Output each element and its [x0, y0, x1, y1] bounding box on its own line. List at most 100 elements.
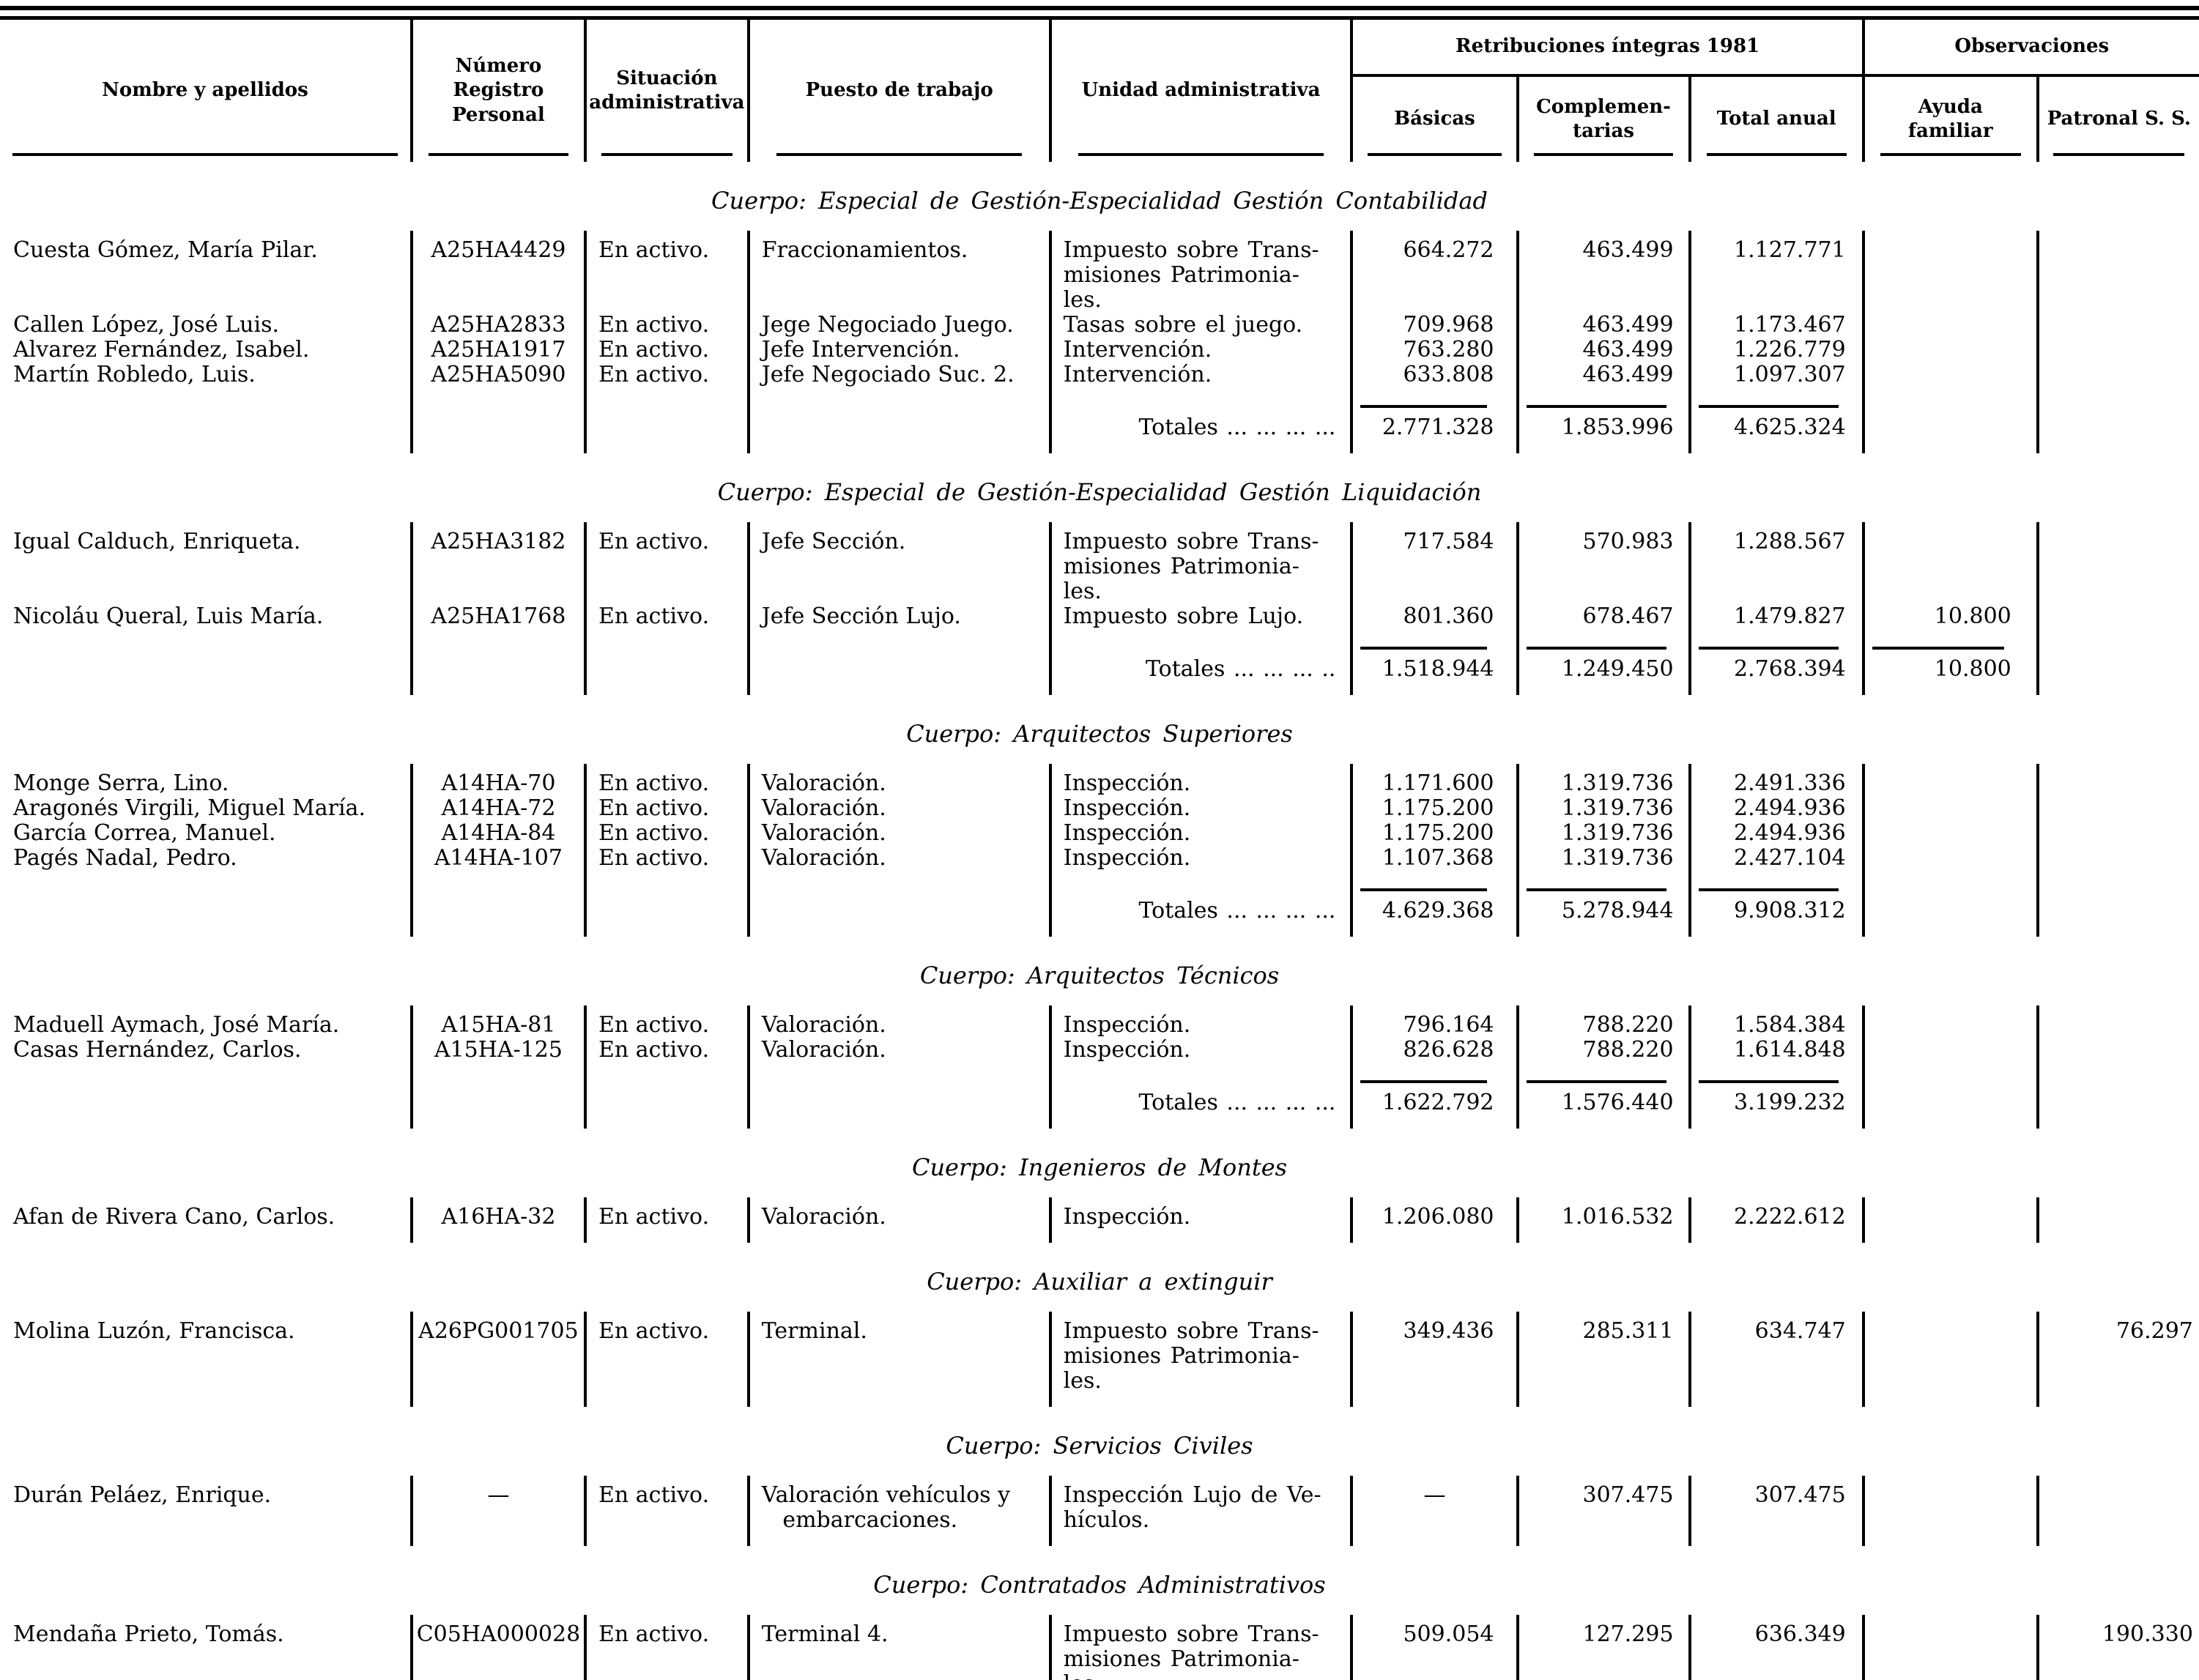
cell-complementarias: 1.249.450 — [1516, 629, 1688, 682]
cell-total-anual — [1688, 1533, 1862, 1546]
cell-basicas: 1.518.944 — [1350, 629, 1516, 682]
cell-puesto: Valoración vehículos y embarcaciones. — [746, 1476, 1049, 1533]
cell-total-anual — [1688, 1230, 1862, 1243]
cell-puesto — [746, 1533, 1049, 1546]
cuerpo-section: Cuerpo: Servicios Civiles Durán Peláez, … — [0, 1432, 2199, 1546]
cell-total-anual — [1688, 1394, 1862, 1407]
cell-basicas — [1350, 1533, 1516, 1546]
section-title: Cuerpo: Especial de Gestión-Especialidad… — [717, 478, 1482, 506]
cell-basicas: 664.272 — [1350, 231, 1516, 313]
cell-total-anual: 1.288.567 — [1688, 522, 1862, 604]
cell-situacion: En activo. — [584, 313, 747, 338]
cell-nombre: Nicoláu Queral, Luis María. — [13, 603, 324, 629]
cell-basicas — [1350, 440, 1516, 453]
cell-complementarias: 1.016.532 — [1516, 1197, 1688, 1230]
cell-situacion: En activo. — [584, 1312, 747, 1394]
cell-basicas: 4.629.368 — [1350, 871, 1516, 923]
cell-puesto — [746, 387, 1049, 440]
cell-numero-registro — [409, 682, 584, 695]
cell-complementarias: 570.983 — [1516, 522, 1688, 604]
cell-total-anual — [1688, 923, 1862, 937]
section-title: Cuerpo: Especial de Gestión-Especialidad… — [711, 187, 1488, 215]
rule-bar — [0, 6, 2199, 10]
cell-total-anual: 1.614.848 — [1688, 1038, 1862, 1063]
cell-unidad: Impuesto sobre Trans- misiones Patrimoni… — [1048, 522, 1351, 604]
cell-situacion: En activo. — [584, 1615, 747, 1680]
cell-numero-registro: A14HA-72 — [409, 796, 584, 821]
cell-situacion: En activo. — [584, 363, 747, 387]
cell-complementarias — [1516, 1230, 1688, 1243]
cell-ayuda-familiar — [1861, 1115, 2036, 1129]
cell-numero-registro: A14HA-107 — [409, 846, 584, 871]
cuerpo-section: Cuerpo: Especial de Gestión-Especialidad… — [0, 478, 2199, 695]
header-group-observaciones: Observaciones — [1861, 20, 2199, 77]
cell-complementarias: 1.319.736 — [1516, 846, 1688, 871]
cell-patronal-ss — [2036, 1533, 2199, 1546]
cell-ayuda-familiar — [1861, 387, 2036, 440]
cell-nombre — [0, 629, 410, 682]
section-rows: Mendaña Prieto, Tomás. C05HA000028 En ac… — [0, 1615, 2199, 1680]
cell-nombre — [0, 871, 410, 923]
table-body: Cuerpo: Especial de Gestión-Especialidad… — [0, 187, 2199, 1680]
cell-complementarias — [1516, 1533, 1688, 1546]
cell-total-anual: 634.747 — [1688, 1312, 1862, 1394]
cell-basicas: — — [1350, 1476, 1516, 1533]
cell-basicas: 2.771.328 — [1350, 387, 1516, 440]
cell-basicas — [1350, 1230, 1516, 1243]
cell-nombre: Callen López, José Luis. — [13, 312, 280, 338]
cell-patronal-ss — [2036, 1063, 2199, 1115]
cell-numero-registro — [409, 387, 584, 440]
cell-situacion: En activo. — [584, 604, 747, 629]
cell-numero-registro — [409, 871, 584, 923]
cell-situacion: En activo. — [584, 1476, 747, 1533]
cell-unidad: Inspección. — [1048, 796, 1351, 821]
cell-nombre — [0, 1230, 410, 1243]
cell-patronal-ss — [2036, 1476, 2199, 1533]
cell-puesto — [746, 629, 1049, 682]
cell-numero-registro: — — [409, 1476, 584, 1533]
cell-puesto: Terminal. — [746, 1312, 1049, 1394]
cell-complementarias: 1.853.996 — [1516, 387, 1688, 440]
section-title: Cuerpo: Ingenieros de Montes — [911, 1153, 1288, 1181]
cell-total-anual: 2.494.936 — [1688, 821, 1862, 846]
cell-situacion: En activo. — [584, 338, 747, 363]
cell-unidad: Totales ... ... ... .. — [1048, 629, 1351, 682]
cell-ayuda-familiar — [1861, 363, 2036, 387]
cell-complementarias: 463.499 — [1516, 363, 1688, 387]
cell-numero-registro — [409, 1230, 584, 1243]
cell-situacion: En activo. — [584, 1038, 747, 1063]
header-situacion: Situación administrativa — [584, 20, 747, 162]
cell-nombre: Mendaña Prieto, Tomás. — [13, 1621, 284, 1647]
cell-unidad: Intervención. — [1048, 338, 1351, 363]
cell-total-anual: 1.226.779 — [1688, 338, 1862, 363]
cell-unidad — [1048, 1533, 1351, 1546]
section-rows: Molina Luzón, Francisca. A26PG001705 En … — [0, 1312, 2199, 1407]
cell-ayuda-familiar — [1861, 764, 2036, 796]
cell-ayuda-familiar — [1861, 1230, 2036, 1243]
cell-total-anual: 9.908.312 — [1688, 871, 1862, 923]
cell-total-anual: 307.475 — [1688, 1476, 1862, 1533]
cell-puesto — [746, 1063, 1049, 1115]
cell-patronal-ss — [2036, 1115, 2199, 1129]
cell-ayuda-familiar — [1861, 231, 2036, 313]
cell-numero-registro — [409, 1063, 584, 1115]
cell-complementarias — [1516, 1115, 1688, 1129]
section-rows: Maduell Aymach, José María. A15HA-81 En … — [0, 1006, 2199, 1129]
cuerpo-section: Cuerpo: Auxiliar a extinguir Molina Luzó… — [0, 1268, 2199, 1407]
cell-total-anual: 2.491.336 — [1688, 764, 1862, 796]
cell-patronal-ss — [2036, 387, 2199, 440]
cell-puesto: Jefe Intervención. — [746, 338, 1049, 363]
cell-unidad — [1048, 1394, 1351, 1407]
cuerpo-section: Cuerpo: Ingenieros de Montes Afan de Riv… — [0, 1153, 2199, 1243]
cell-complementarias: 1.576.440 — [1516, 1063, 1688, 1115]
cell-puesto: Valoración. — [746, 796, 1049, 821]
cell-patronal-ss — [2036, 682, 2199, 695]
cell-unidad — [1048, 1115, 1351, 1129]
cell-unidad: Totales ... ... ... ... — [1048, 387, 1351, 440]
cell-total-anual: 1.097.307 — [1688, 363, 1862, 387]
cell-numero-registro — [409, 629, 584, 682]
cell-ayuda-familiar — [1861, 1394, 2036, 1407]
cell-ayuda-familiar — [1861, 1063, 2036, 1115]
cell-situacion — [584, 682, 747, 695]
cuerpo-section: Cuerpo: Arquitectos Técnicos Maduell Aym… — [0, 962, 2199, 1129]
